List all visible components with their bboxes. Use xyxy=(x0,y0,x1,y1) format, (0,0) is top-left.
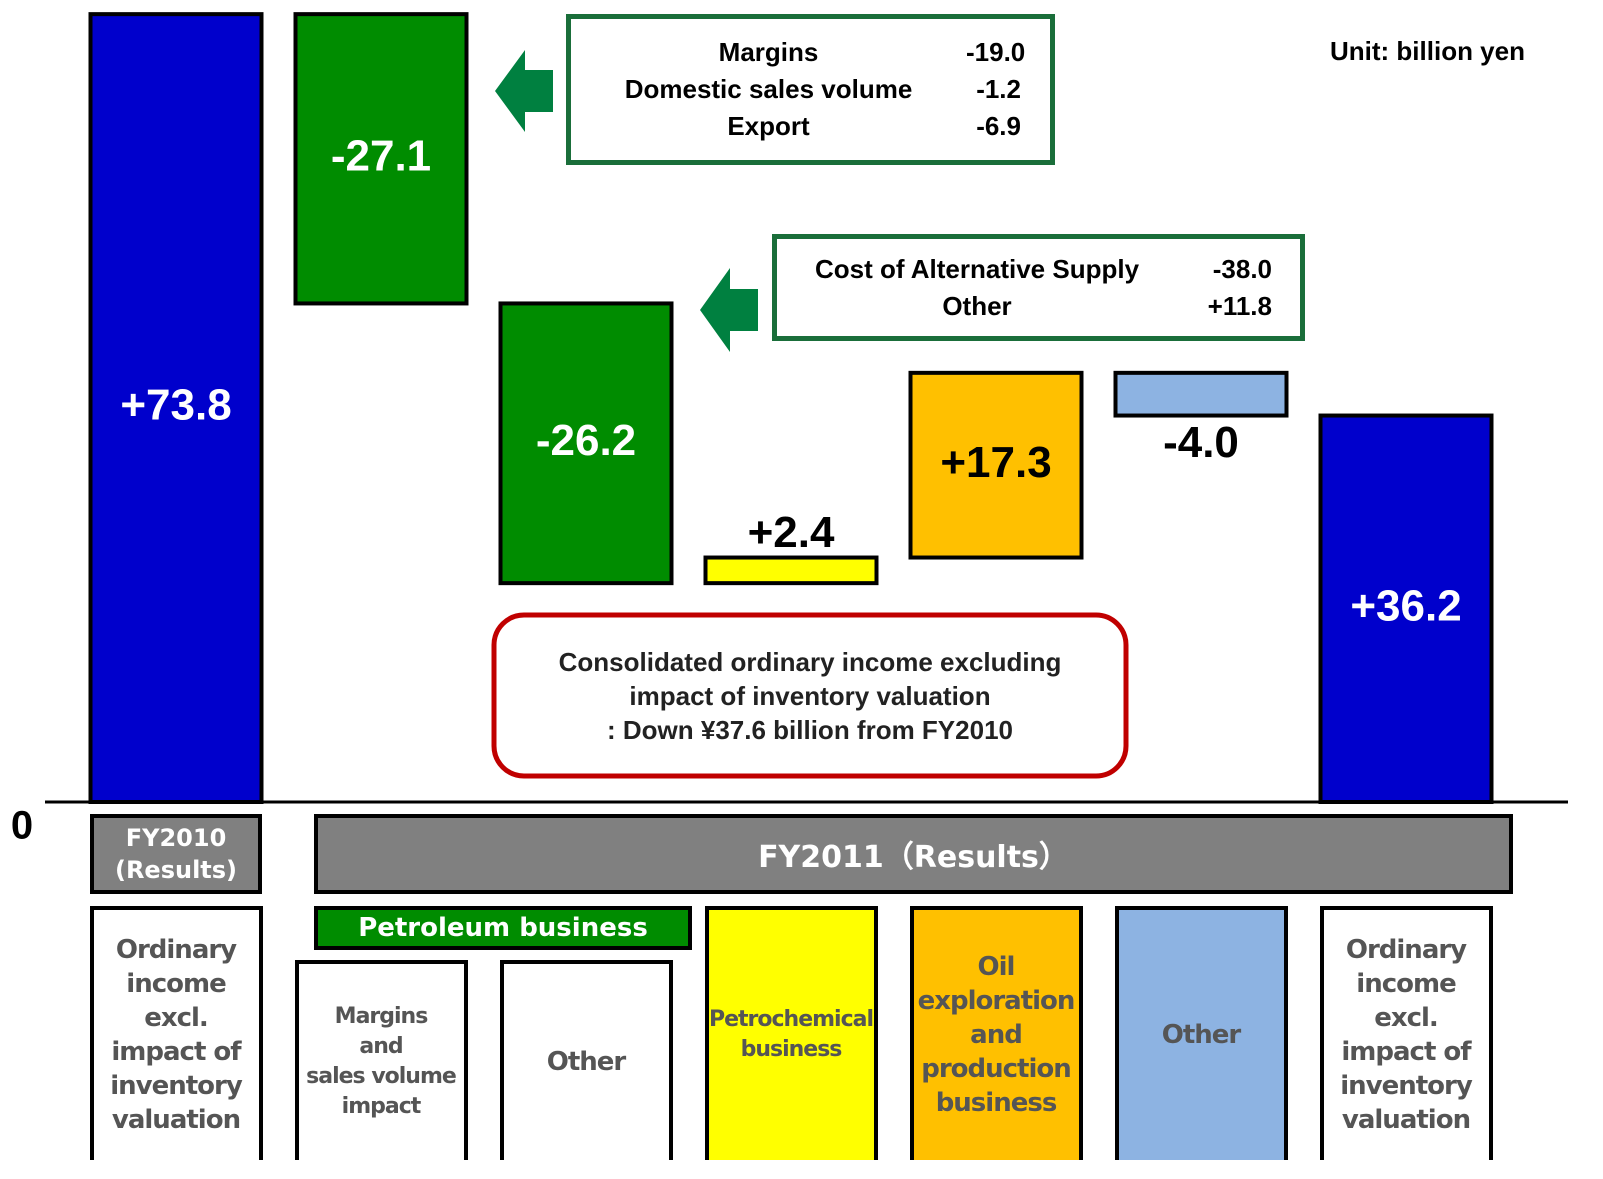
x-tick-label: Other xyxy=(1114,906,1288,1160)
x-tick-label: Ordinary income excl. impact of inventor… xyxy=(89,906,263,1160)
callout-label: Cost of Alternative Supply xyxy=(814,253,1140,284)
callout-value: -6.9 xyxy=(976,111,1021,141)
bar xyxy=(293,12,469,306)
callout: Margins -19.0 Domestic sales volume -1.2 Exp… xyxy=(566,14,1055,165)
callout-value: -19.0 xyxy=(966,37,1026,67)
group-label: FY2011（Results） xyxy=(314,814,1513,894)
y-tick-label: 0 xyxy=(11,804,33,848)
x-tick-label: Other xyxy=(499,960,673,1160)
callout-label: Other xyxy=(942,290,1012,321)
value-label: -26.2 xyxy=(536,416,636,465)
callout-value: +11.8 xyxy=(1207,290,1272,321)
arrow xyxy=(700,268,758,352)
x-tick-label: Oil exploration and production business xyxy=(909,906,1083,1160)
value-label: -27.1 xyxy=(331,131,431,180)
bar xyxy=(498,301,674,586)
callout-label: Margins xyxy=(718,37,819,67)
x-tick-label: Petrochemical business xyxy=(704,906,878,1160)
callout-value: -38.0 xyxy=(1212,253,1272,284)
value-label: +73.8 xyxy=(120,381,231,430)
x-tick-label: Margins and sales volume impact xyxy=(294,960,468,1160)
bar xyxy=(703,555,879,586)
value-label: -4.0 xyxy=(1163,418,1239,467)
callout: Cost of Alternative Supply -38.0 Other +11.… xyxy=(772,234,1305,341)
bar xyxy=(1318,413,1494,804)
callout-value: -1.2 xyxy=(976,74,1021,104)
subgroup-label: Petroleum business xyxy=(314,906,692,950)
unit-label: Unit: billion yen xyxy=(1330,36,1525,66)
bar xyxy=(1113,370,1289,418)
group-label: FY2010 (Results) xyxy=(90,814,262,894)
callout-label: Export xyxy=(727,111,810,141)
bar xyxy=(908,370,1084,560)
note-box xyxy=(491,612,1129,779)
arrow xyxy=(495,50,553,132)
value-label: +2.4 xyxy=(748,508,835,557)
note: Consolidated ordinary income excluding i… xyxy=(558,646,1062,745)
value-label: +17.3 xyxy=(940,438,1051,487)
x-tick-label: Ordinary income excl. impact of inventor… xyxy=(1319,906,1493,1160)
value-label: +36.2 xyxy=(1350,581,1461,630)
callout-label: Domestic sales volume xyxy=(624,74,913,104)
bar xyxy=(88,12,264,805)
